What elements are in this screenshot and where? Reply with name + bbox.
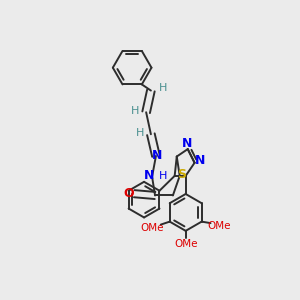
- Text: N: N: [195, 154, 206, 167]
- Text: N: N: [182, 137, 192, 150]
- Text: N: N: [152, 149, 163, 162]
- Text: OMe: OMe: [140, 223, 164, 232]
- Text: N: N: [144, 169, 154, 182]
- Text: H: H: [159, 82, 167, 93]
- Text: O: O: [124, 187, 134, 200]
- Text: OMe: OMe: [208, 221, 231, 231]
- Text: H: H: [135, 128, 144, 138]
- Text: OMe: OMe: [175, 239, 198, 249]
- Text: H: H: [159, 171, 168, 181]
- Text: H: H: [131, 106, 139, 116]
- Text: S: S: [177, 169, 186, 182]
